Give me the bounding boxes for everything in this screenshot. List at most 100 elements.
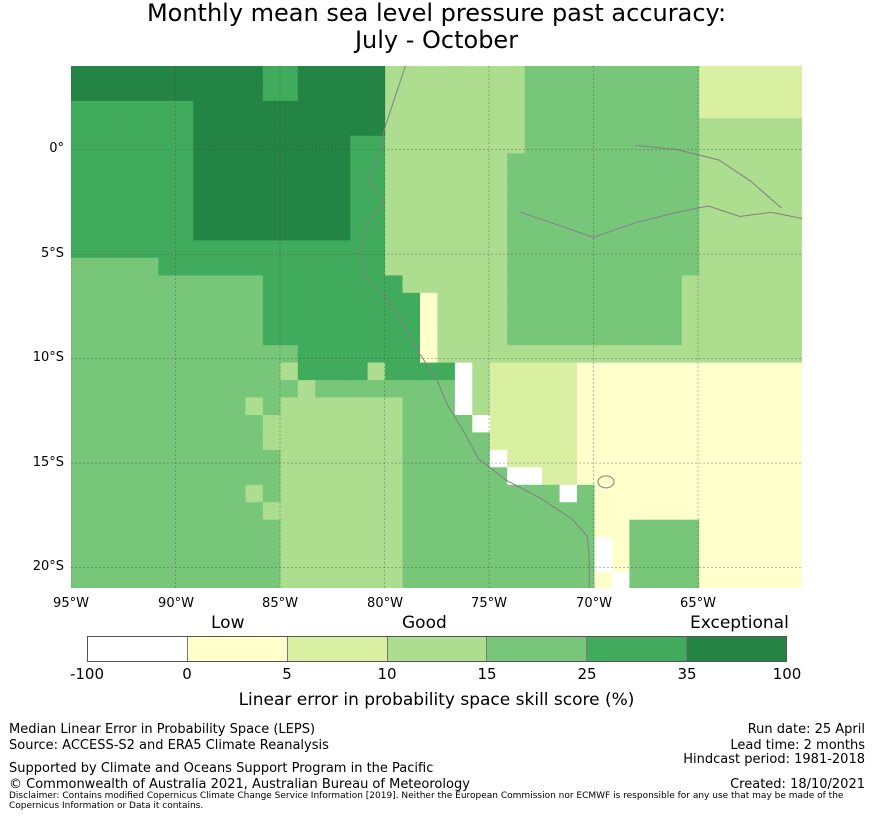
skill-cell <box>786 502 802 521</box>
skill-cell <box>786 170 802 189</box>
skill-cell <box>228 432 247 451</box>
skill-cell <box>402 380 421 399</box>
skill-cell <box>454 502 473 521</box>
skill-cell <box>507 275 526 294</box>
skill-cell <box>769 415 788 434</box>
skill-cell <box>193 519 212 538</box>
skill-cell <box>734 170 753 189</box>
skill-cell <box>315 257 334 276</box>
skill-cell <box>524 415 543 434</box>
skill-cell <box>681 327 700 346</box>
skill-cell <box>489 188 508 207</box>
skill-cell <box>88 432 107 451</box>
skill-cell <box>280 100 299 119</box>
skill-cell <box>542 83 561 102</box>
skill-cell <box>332 554 351 573</box>
skill-cell <box>71 449 90 468</box>
skill-cell <box>629 519 648 538</box>
skill-cell <box>88 135 107 154</box>
skill-cell <box>646 170 665 189</box>
skill-cell <box>175 188 194 207</box>
skill-cell <box>716 502 735 521</box>
skill-cell <box>664 153 683 172</box>
colorbar-seg-2 <box>187 637 288 661</box>
skill-cell <box>350 415 369 434</box>
skill-cell <box>699 484 718 503</box>
skill-cell <box>629 170 648 189</box>
skill-cell <box>88 83 107 102</box>
skill-cell <box>629 484 648 503</box>
skill-cell <box>507 327 526 346</box>
skill-cell <box>524 327 543 346</box>
skill-cell <box>716 537 735 556</box>
skill-cell <box>123 170 142 189</box>
skill-cell <box>664 362 683 381</box>
skill-cell <box>262 188 281 207</box>
skill-cell <box>402 135 421 154</box>
skill-cell <box>175 537 194 556</box>
skill-cell <box>507 572 526 588</box>
skill-cell <box>734 572 753 588</box>
lon-tick-85w: 85°W <box>262 596 298 611</box>
skill-map <box>71 66 802 588</box>
skill-cell <box>751 537 770 556</box>
skill-cell <box>193 153 212 172</box>
skill-cell <box>228 467 247 486</box>
skill-cell <box>594 188 613 207</box>
river <box>635 144 782 209</box>
skill-cell <box>699 362 718 381</box>
skill-cell <box>71 572 90 588</box>
skill-cell <box>71 275 90 294</box>
skill-cell <box>350 554 369 573</box>
skill-cell <box>140 519 159 538</box>
skill-cell <box>769 118 788 137</box>
skill-cell <box>577 135 596 154</box>
skill-cell <box>350 484 369 503</box>
skill-cell <box>437 83 456 102</box>
skill-cell <box>524 223 543 242</box>
skill-cell <box>611 415 630 434</box>
skill-cell <box>280 275 299 294</box>
skill-cell <box>437 275 456 294</box>
skill-cell <box>629 153 648 172</box>
skill-cell <box>210 310 229 329</box>
skill-cell <box>716 83 735 102</box>
skill-cell <box>420 100 439 119</box>
skill-cell <box>786 537 802 556</box>
skill-cell <box>350 502 369 521</box>
skill-cell <box>664 449 683 468</box>
skill-cell <box>454 362 473 381</box>
skill-cell <box>262 519 281 538</box>
skill-cell <box>140 572 159 588</box>
skill-cell <box>175 292 194 311</box>
skill-cell <box>507 537 526 556</box>
colorbar-label: Linear error in probability space skill … <box>238 690 635 710</box>
skill-cell <box>664 432 683 451</box>
skill-cell <box>577 327 596 346</box>
skill-cell <box>611 432 630 451</box>
skill-cell <box>489 275 508 294</box>
skill-cell <box>280 345 299 364</box>
skill-cell <box>611 240 630 259</box>
skill-cell <box>332 153 351 172</box>
skill-cell <box>175 310 194 329</box>
skill-cell <box>769 292 788 311</box>
skill-cell <box>297 449 316 468</box>
skill-cell <box>385 257 404 276</box>
skill-cell <box>507 83 526 102</box>
skill-cell <box>454 397 473 416</box>
skill-cell <box>769 572 788 588</box>
skill-cell <box>175 240 194 259</box>
skill-cell <box>105 135 124 154</box>
skill-cell <box>559 554 578 573</box>
skill-cell <box>245 572 264 588</box>
skill-cell <box>385 502 404 521</box>
skill-cell <box>315 554 334 573</box>
skill-cell <box>559 415 578 434</box>
skill-cell <box>472 432 491 451</box>
skill-cell <box>611 135 630 154</box>
skill-cell <box>350 467 369 486</box>
skill-cell <box>454 118 473 137</box>
skill-cell <box>489 205 508 224</box>
skill-cell <box>402 118 421 137</box>
